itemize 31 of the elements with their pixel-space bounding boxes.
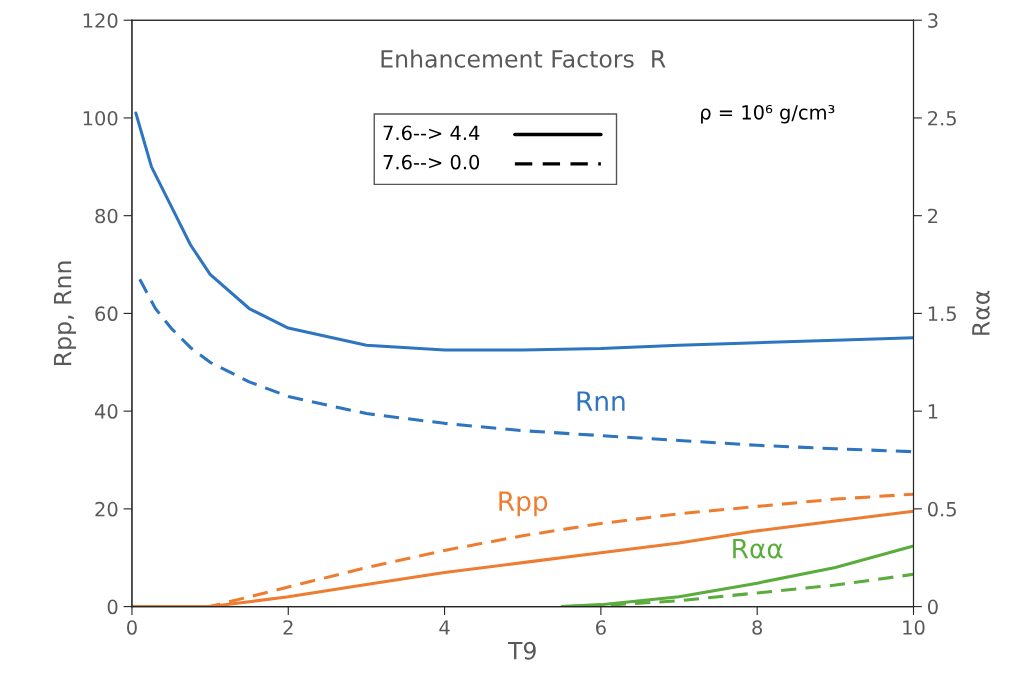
y2-tick-label: 1 bbox=[928, 404, 938, 419]
y-tick-label: 40 bbox=[94, 404, 118, 419]
x-tick-label: 0 bbox=[127, 620, 137, 635]
annotation: 7.6--> 4.4 bbox=[383, 125, 480, 141]
y2-tick-label: 2.5 bbox=[928, 110, 956, 126]
y-axis-title: Rpp, Rnn bbox=[53, 261, 77, 365]
y-tick-label: 20 bbox=[95, 501, 118, 517]
y-tick-label: 120 bbox=[83, 13, 118, 28]
line-series bbox=[138, 277, 914, 454]
y2-tick-label: 1.5 bbox=[928, 306, 956, 322]
y-tick-label: 0 bbox=[107, 599, 118, 615]
y2-tick-label: 0 bbox=[927, 599, 938, 615]
series-label: Rpp bbox=[499, 491, 548, 517]
y-tick-label: 100 bbox=[83, 110, 118, 126]
y2-tick-label: 0.5 bbox=[927, 501, 956, 517]
y2-tick-label: 3 bbox=[928, 13, 938, 28]
x-tick-label: 4 bbox=[439, 620, 450, 635]
y2-tick-label: 2 bbox=[928, 208, 938, 224]
text: Enhancement Factors R bbox=[381, 49, 666, 68]
x-tick-label: 10 bbox=[903, 620, 925, 635]
x-axis-title: T9 bbox=[507, 641, 536, 660]
annotation: ρ = 10⁶ g/cm³ bbox=[701, 104, 835, 124]
annotation: 7.6--> 0.0 bbox=[383, 154, 480, 170]
x-tick-label: 8 bbox=[752, 620, 763, 635]
y-tick-label: 80 bbox=[95, 208, 118, 224]
x-tick-label: 2 bbox=[283, 620, 293, 635]
x-tick-label: 6 bbox=[596, 620, 606, 635]
series-label: Rαα bbox=[733, 538, 783, 559]
y2-axis-title: Rαα bbox=[972, 290, 990, 335]
series-label: Rnn bbox=[577, 391, 625, 411]
y-tick-label: 60 bbox=[95, 306, 118, 322]
